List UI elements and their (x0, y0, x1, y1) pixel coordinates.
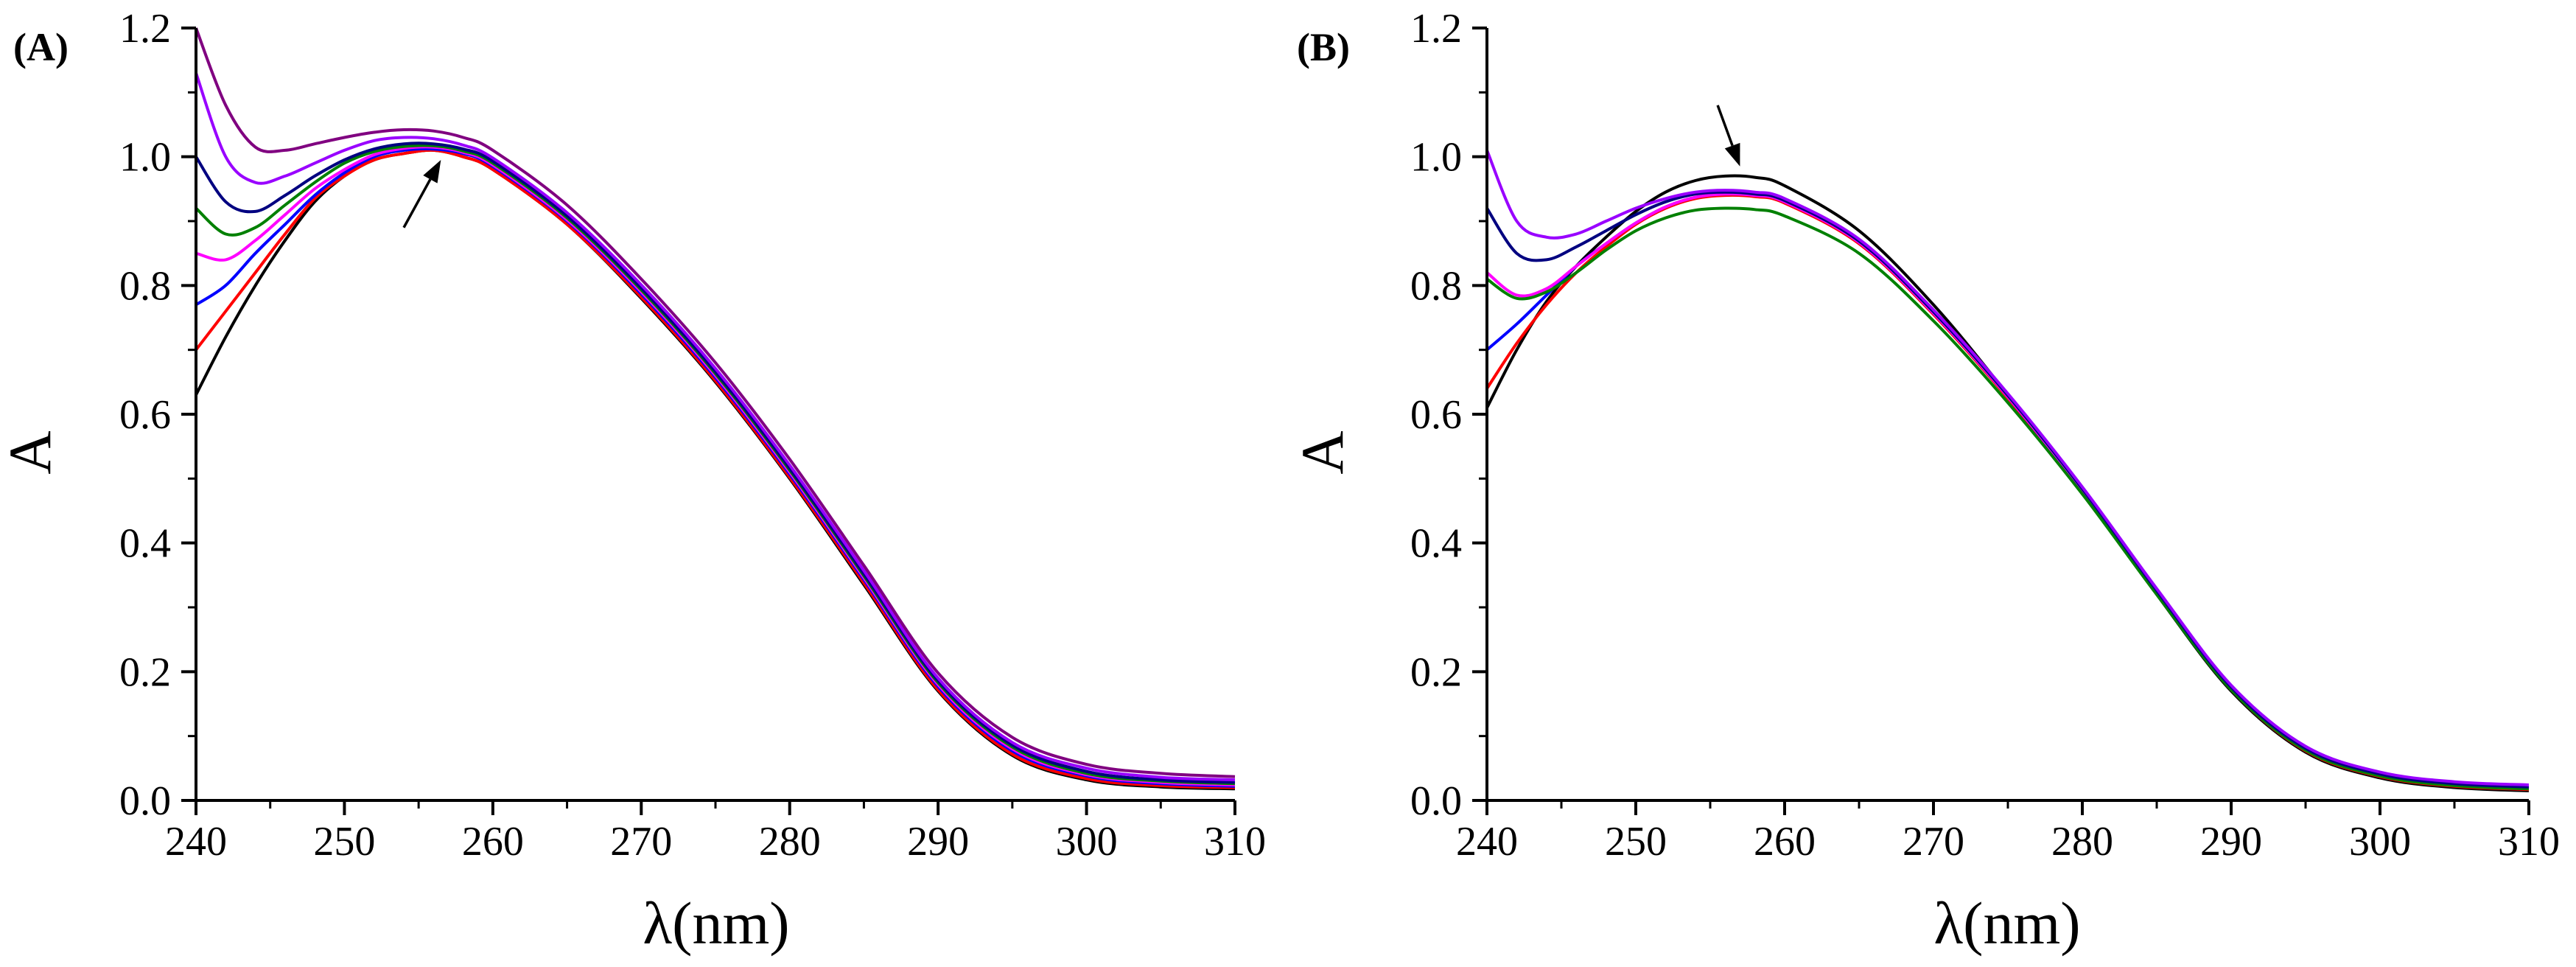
panel-b-x-tick-label: 270 (1903, 819, 1964, 865)
panel-a-x-tick-label: 280 (759, 819, 821, 865)
panel-b-x-tick-label: 240 (1456, 819, 1518, 865)
panel-a-x-tick-label: 250 (313, 819, 375, 865)
panel-a-y-tick-label: 1.0 (119, 135, 171, 181)
panel-a-y-tick-label: 0.0 (119, 778, 171, 824)
panel-a-x-axis-title: λ(nm) (643, 890, 789, 957)
panel-b: (B) 0.0 0.2 0.4 0.6 0.8 1.0 1.2 240 250 260 270 28… (1289, 6, 2560, 957)
panel-a-x-tick-label: 270 (610, 819, 672, 865)
panel-a-y-tick-label: 0.4 (119, 521, 171, 567)
panel-b-x-ticks: 240 250 260 270 280 290 300 310 (1456, 800, 2560, 865)
panel-b-x-tick-label: 280 (2051, 819, 2113, 865)
panel-b-annotations (1716, 105, 1740, 167)
panel-a-x-tick-label: 260 (462, 819, 524, 865)
panel-b-y-tick-label: 0.4 (1410, 521, 1462, 567)
panel-a-x-tick-label: 300 (1056, 819, 1118, 865)
panel-a-x-tick-label: 290 (907, 819, 969, 865)
panel-b-arrow-head-icon (1724, 142, 1740, 167)
panel-a-series-6-line (195, 142, 1236, 784)
panel-a-y-tick-label: 0.2 (119, 649, 171, 695)
panel-a-arrow-shaft (402, 178, 432, 228)
panel-a-annotations (402, 160, 441, 228)
panel-a-y-tick-label: 0.6 (119, 392, 171, 438)
panel-b-x-tick-label: 250 (1605, 819, 1667, 865)
panel-b-x-tick-label: 290 (2200, 819, 2262, 865)
panel-b-series-7-line (1485, 150, 2530, 786)
panel-a-series-8-line (195, 27, 1236, 778)
panel-a-y-axis-title: A (0, 430, 63, 474)
panel-a-y-tick-label: 0.8 (119, 263, 171, 309)
panel-a-label: (A) (13, 25, 69, 69)
panel-a-series-group (195, 27, 1236, 791)
panel-b-label: (B) (1297, 25, 1350, 69)
panel-b-y-tick-label: 0.0 (1410, 778, 1462, 824)
panel-b-y-axis-title: A (1289, 430, 1356, 474)
panel-a-series-2-line (195, 148, 1236, 789)
panel-a-x-ticks: 240 250 260 270 280 290 300 310 (165, 800, 1266, 865)
panel-b-x-tick-label: 260 (1754, 819, 1816, 865)
panel-a-x-tick-label: 310 (1204, 819, 1266, 865)
panel-a-series-7-line (195, 72, 1236, 782)
panel-a-x-tick-label: 240 (165, 819, 227, 865)
panel-a-y-tick-label: 1.2 (119, 6, 171, 52)
panel-b-y-tick-label: 1.2 (1410, 6, 1462, 52)
panel-a: (A) 0.0 0.2 0.4 0.6 0.8 1.0 1.2 240 250 260 270 28… (0, 6, 1266, 957)
panel-b-y-tick-label: 0.8 (1410, 263, 1462, 309)
panel-a-y-ticks: 0.0 0.2 0.4 0.6 0.8 1.0 1.2 (119, 6, 196, 824)
panel-a-arrow-head-icon (423, 160, 441, 184)
panel-b-y-tick-label: 0.6 (1410, 392, 1462, 438)
panel-b-y-tick-label: 1.0 (1410, 135, 1462, 181)
panel-b-arrow-shaft (1716, 105, 1734, 147)
panel-b-y-tick-label: 0.2 (1410, 649, 1462, 695)
panel-b-x-tick-label: 310 (2498, 819, 2560, 865)
panel-b-y-ticks: 0.0 0.2 0.4 0.6 0.8 1.0 1.2 (1410, 6, 1487, 824)
panel-b-x-axis-title: λ(nm) (1933, 890, 2080, 957)
panel-b-series-5-line (1485, 206, 2530, 791)
panel-b-x-tick-label: 300 (2349, 819, 2411, 865)
panel-b-series-group (1485, 150, 2530, 792)
